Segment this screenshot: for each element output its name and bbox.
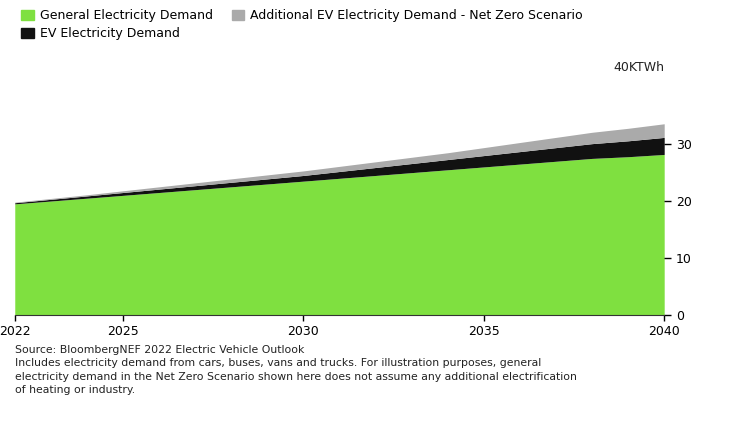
Legend: General Electricity Demand, EV Electricity Demand, Additional EV Electricity Dem: General Electricity Demand, EV Electrici…	[21, 9, 583, 40]
Text: 40KTWh: 40KTWh	[613, 61, 664, 74]
Text: Source: BloombergNEF 2022 Electric Vehicle Outlook
Includes electricity demand f: Source: BloombergNEF 2022 Electric Vehic…	[15, 345, 576, 395]
